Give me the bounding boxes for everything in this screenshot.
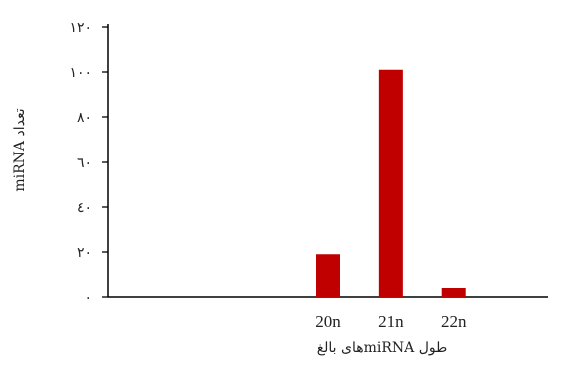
x-tick-label: 20n <box>315 312 341 331</box>
y-tick-label: ٨٠ <box>77 110 92 126</box>
x-tick-labels: 20n 21n 22n <box>315 312 467 331</box>
bar-22n <box>441 288 466 297</box>
y-axis-title: تعداد miRNA <box>12 108 28 191</box>
bar-20n <box>316 254 340 297</box>
x-tick-label: 21n <box>378 312 404 331</box>
bars <box>316 69 466 297</box>
y-tick-label: ٤٠ <box>77 200 92 216</box>
y-tick-label: ٦٠ <box>77 155 92 171</box>
bar-21n <box>378 69 403 297</box>
y-tick-label: ١٢٠ <box>69 20 92 36</box>
y-ticks: ٠ ٢٠ ٤٠ ٦٠ ٨٠ ١٠٠ ١٢٠ <box>69 20 108 306</box>
y-tick-label: ٠ <box>84 290 92 306</box>
x-axis-title: طول miRNAهای بالغ <box>317 340 448 356</box>
y-tick-label: ٢٠ <box>77 245 92 261</box>
y-tick-label: ١٠٠ <box>69 65 92 81</box>
x-tick-label: 22n <box>441 312 467 331</box>
